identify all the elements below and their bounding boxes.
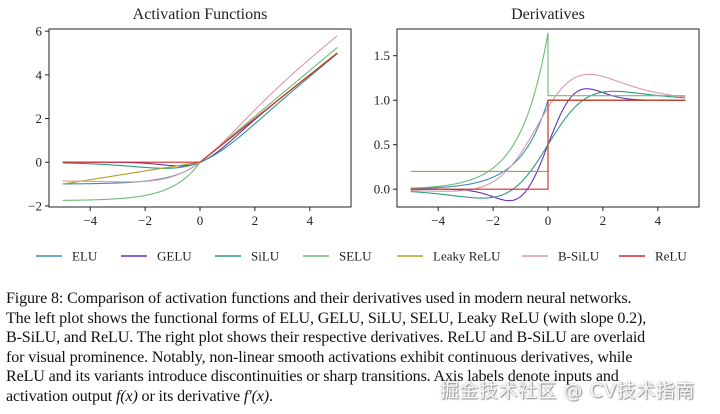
chart-title: Derivatives bbox=[511, 6, 585, 23]
figure-caption: Figure 8: Comparison of activation funct… bbox=[6, 289, 718, 407]
y-tick-label: −2 bbox=[28, 198, 42, 213]
series-line-selu bbox=[410, 32, 686, 189]
x-tick-label: 0 bbox=[545, 213, 552, 228]
caption-line: B-SiLU, and ReLU. The right plot shows t… bbox=[6, 329, 646, 347]
legend-item-elu: ELU bbox=[36, 249, 98, 264]
legend-item-leaky-relu: Leaky ReLU bbox=[397, 249, 501, 264]
caption-line: The left plot shows the functional forms… bbox=[6, 309, 647, 327]
series-line-relu bbox=[410, 99, 686, 190]
axes-frame bbox=[396, 28, 700, 208]
x-tick-label: 0 bbox=[197, 213, 204, 228]
series-line-b-silu bbox=[62, 35, 338, 183]
y-tick-label: 0.5 bbox=[374, 137, 390, 152]
x-tick-label: −2 bbox=[486, 213, 500, 228]
series-line-relu bbox=[62, 52, 338, 163]
legend-item-selu: SELU bbox=[303, 249, 372, 264]
legend-item-b-silu: B-SiLU bbox=[522, 249, 600, 264]
x-tick-label: 4 bbox=[655, 213, 662, 228]
x-tick-label: −4 bbox=[431, 213, 445, 228]
y-tick-label: 2 bbox=[36, 111, 43, 126]
legend-label: SELU bbox=[339, 249, 372, 264]
caption-text: or its derivative bbox=[137, 387, 244, 405]
caption-text: . bbox=[268, 387, 273, 405]
y-tick-label: 4 bbox=[36, 67, 43, 82]
y-tick-label: 1.5 bbox=[374, 48, 390, 63]
activation-functions-panel: Activation Functions −4 −2 0 2 4 −2 0 2 4 6 bbox=[28, 6, 352, 228]
legend-label: B-SiLU bbox=[558, 249, 600, 264]
legend-label: SiLU bbox=[251, 249, 280, 264]
legend-item-relu: ReLU bbox=[619, 249, 687, 264]
legend-label: ELU bbox=[72, 249, 98, 264]
series-line-gelu bbox=[62, 52, 338, 167]
legend-item-silu: SiLU bbox=[215, 249, 280, 264]
plot-area bbox=[62, 35, 338, 201]
legend: ELU GELU SiLU SELU Leaky ReLU B-SiLU ReLU bbox=[36, 249, 687, 264]
figure: Activation Functions −4 −2 0 2 4 −2 0 2 4 6 Deriv… bbox=[28, 6, 700, 264]
plot-area bbox=[410, 32, 686, 202]
caption-line: for visual prominence. Notably, non-line… bbox=[6, 348, 633, 366]
math-f-prime-of-x: f′(x) bbox=[243, 387, 269, 405]
legend-label: ReLU bbox=[655, 249, 687, 264]
x-tick-label: 2 bbox=[600, 213, 607, 228]
caption-line: activation output f(x) or its derivative… bbox=[6, 387, 718, 407]
derivatives-panel: Derivatives −4 −2 0 2 4 0.0 0.5 1.0 1.5 bbox=[374, 6, 700, 228]
x-tick-label: 4 bbox=[307, 213, 314, 228]
math-f-of-x: f(x) bbox=[115, 387, 138, 405]
x-tick-label: −4 bbox=[83, 213, 97, 228]
axis-ticks: −4 −2 0 2 4 −2 0 2 4 6 bbox=[28, 24, 313, 228]
legend-label: Leaky ReLU bbox=[433, 249, 501, 264]
chart-title: Activation Functions bbox=[133, 6, 268, 23]
x-tick-label: −2 bbox=[138, 213, 152, 228]
watermark: 掘金技术社区 @ CV技术指南 bbox=[440, 380, 695, 402]
x-tick-label: 2 bbox=[252, 213, 259, 228]
caption-text: activation output bbox=[6, 387, 116, 405]
axes-frame bbox=[48, 28, 352, 208]
y-tick-label: 0.0 bbox=[374, 182, 390, 197]
y-tick-label: 6 bbox=[36, 24, 43, 39]
axis-ticks: −4 −2 0 2 4 0.0 0.5 1.0 1.5 bbox=[374, 48, 662, 228]
caption-line: Figure 8: Comparison of activation funct… bbox=[6, 290, 632, 307]
y-tick-label: 0 bbox=[36, 155, 43, 170]
legend-item-gelu: GELU bbox=[121, 249, 192, 264]
y-tick-label: 1.0 bbox=[374, 93, 390, 108]
caption-line: ReLU and its variants introduce disconti… bbox=[6, 368, 619, 386]
legend-label: GELU bbox=[157, 249, 192, 264]
